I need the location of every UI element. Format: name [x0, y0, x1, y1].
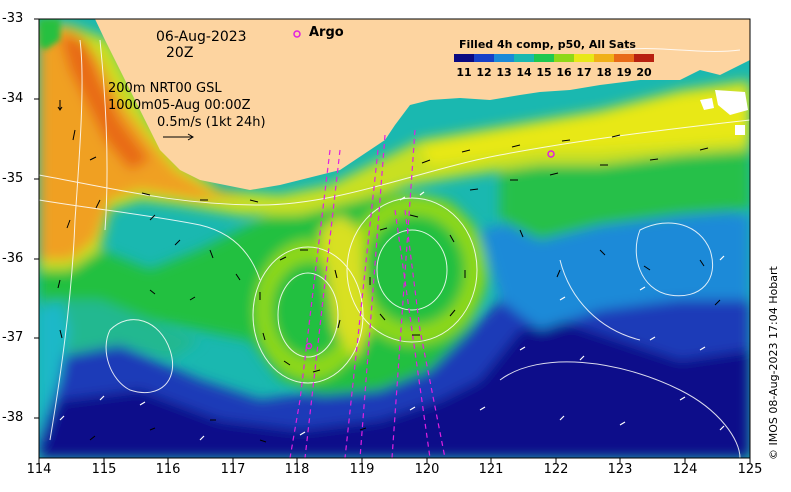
argo-float-marker[interactable] — [305, 342, 313, 350]
x-tick-label: 116 — [155, 462, 181, 477]
x-tick-label: 125 — [737, 462, 763, 477]
colorbar-title: Filled 4h comp, p50, All Sats — [459, 38, 636, 51]
x-tick-label: 123 — [607, 462, 633, 477]
y-tick-label: -37 — [2, 330, 24, 345]
colorbar — [454, 54, 654, 62]
plot-frame — [38, 18, 751, 459]
colorbar-tick: 11 — [456, 66, 472, 79]
depth-info-line1: 200m NRT00 GSL — [108, 81, 222, 96]
colorbar-tick: 20 — [636, 66, 652, 79]
scale-label: 0.5m/s (1kt 24h) — [157, 115, 266, 130]
x-tick-label: 121 — [478, 462, 504, 477]
x-tick-label: 122 — [543, 462, 569, 477]
depth-info-line2: 1000m05-Aug 00:00Z — [108, 98, 251, 113]
colorbar-tick: 14 — [516, 66, 532, 79]
argo-legend-label: Argo — [309, 25, 344, 40]
colorbar-tick: 15 — [536, 66, 552, 79]
y-tick-label: -35 — [2, 171, 24, 186]
date-label: 06-Aug-2023 — [156, 29, 247, 45]
colorbar-tick: 12 — [476, 66, 492, 79]
time-label: 20Z — [166, 45, 194, 61]
argo-legend-marker — [293, 30, 301, 38]
x-tick-label: 117 — [220, 462, 246, 477]
y-tick-label: -34 — [2, 91, 24, 106]
x-tick-label: 118 — [284, 462, 310, 477]
colorbar-tick: 19 — [616, 66, 632, 79]
x-tick-label: 124 — [672, 462, 698, 477]
sst-field — [39, 19, 750, 458]
x-tick-label: 115 — [91, 462, 117, 477]
x-tick-label: 119 — [349, 462, 375, 477]
colorbar-tick: 18 — [596, 66, 612, 79]
x-tick-label: 120 — [414, 462, 440, 477]
argo-float-marker[interactable] — [547, 150, 555, 158]
copyright-credit: © IMOS 08-Aug-2023 17:04 Hobart — [767, 266, 780, 460]
scale-arrow — [163, 133, 194, 141]
colorbar-tick: 13 — [496, 66, 512, 79]
colorbar-tick: 17 — [576, 66, 592, 79]
y-tick-label: -33 — [2, 11, 24, 26]
colorbar-tick: 16 — [556, 66, 572, 79]
y-tick-label: -36 — [2, 251, 24, 266]
y-tick-label: -38 — [2, 410, 24, 425]
x-tick-label: 114 — [26, 462, 52, 477]
